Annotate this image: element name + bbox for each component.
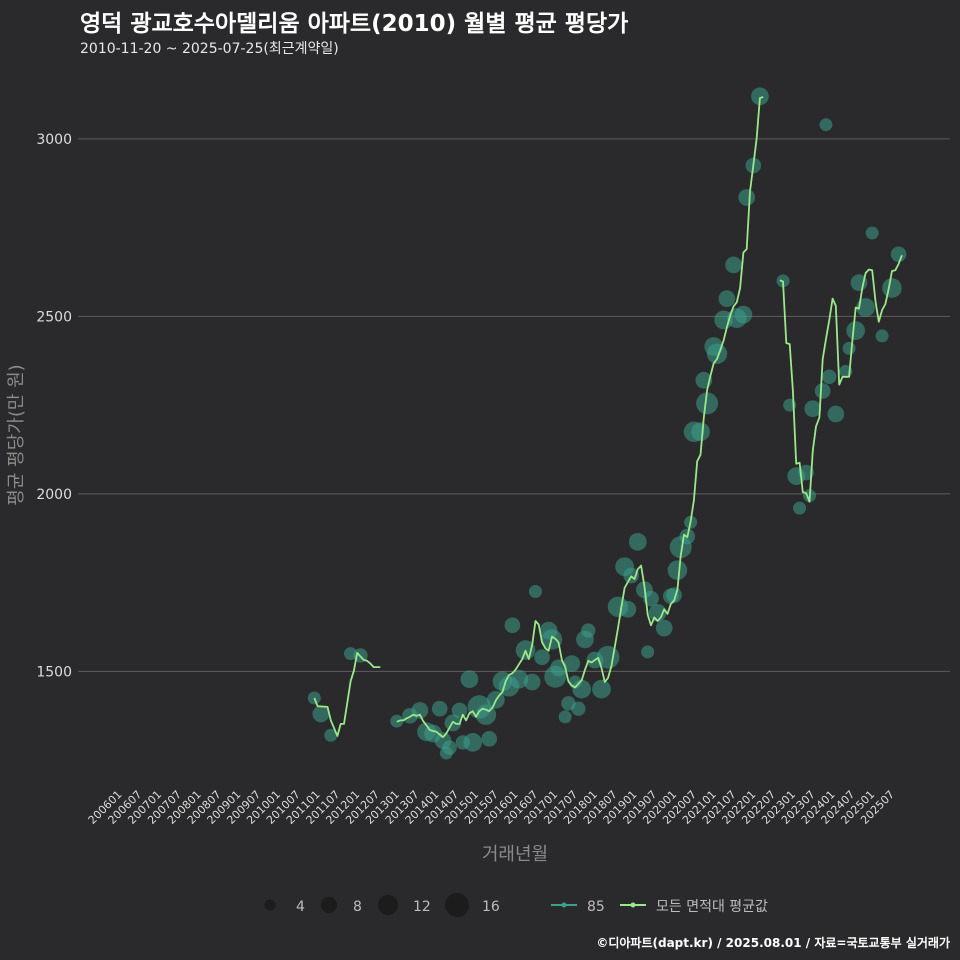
y-tick-2500: 2500 (36, 309, 72, 325)
legend-all-areas: 모든 면적대 평균값 (656, 899, 768, 915)
bubble-point-50 (628, 532, 647, 551)
bubble-point-40 (572, 679, 592, 699)
bubble-point-88 (842, 341, 856, 355)
bubble-point-95 (890, 246, 907, 263)
bubble-point-30 (534, 649, 550, 666)
bubble-point-85 (822, 369, 837, 384)
bubble-point-86 (827, 405, 845, 423)
bubble-point-94 (882, 278, 902, 298)
bubble-point-73 (738, 189, 756, 206)
bubble-point-35 (558, 710, 572, 724)
bubble-point-44 (592, 679, 611, 699)
series-line-segment-1 (396, 96, 764, 738)
bubble-point-42 (581, 623, 596, 638)
bubble-point-63 (691, 422, 710, 442)
bubble-point-93 (875, 329, 889, 343)
bubble-point-15 (451, 702, 468, 719)
x-tick-labels: 2006012006072007012007072008012008072009… (86, 788, 897, 827)
bubble-point-79 (793, 501, 807, 515)
bubble-point-28 (523, 673, 541, 691)
x-axis-title: 거래년월 (482, 844, 548, 865)
bubble-point-83 (814, 383, 831, 399)
bubble-series-85 (307, 87, 907, 760)
bubble-point-26 (509, 669, 529, 689)
bubble-point-37 (563, 655, 581, 672)
y-tick-1500: 1500 (36, 664, 72, 680)
bubble-point-92 (865, 226, 879, 240)
series-line-segment-2 (779, 254, 903, 503)
legend-size-8-icon (321, 897, 337, 913)
bubble-point-1 (312, 705, 330, 723)
bubble-point-54 (648, 603, 667, 622)
bubble-point-67 (706, 343, 728, 364)
bubble-point-29 (528, 585, 542, 599)
legend-size-12: 12 (413, 899, 431, 915)
legend-size-8: 8 (353, 899, 362, 915)
chart-title: 영덕 광교호수아델리움 아파트(2010) 월별 평균 평당가 (80, 11, 629, 37)
legend-85: 85 (587, 899, 605, 915)
bubble-point-65 (696, 392, 719, 415)
bubble-point-75 (751, 87, 769, 106)
series-line-segment-0 (313, 652, 381, 737)
bubble-point-72 (734, 305, 753, 324)
legend-size-16-icon (445, 893, 469, 917)
legend: 4 8 12 16 85 모든 면적대 평균값 (264, 893, 768, 917)
bubble-point-91 (856, 298, 875, 317)
legend-85-dot-icon (561, 902, 567, 908)
bubble-point-57 (666, 587, 682, 603)
bubble-point-13 (442, 740, 457, 755)
bubble-point-82 (804, 400, 822, 418)
legend-size-12-icon (378, 895, 398, 915)
bubble-point-18 (463, 733, 483, 752)
y-axis-title: 평균 평당가(만 원) (6, 364, 27, 505)
legend-size-16: 16 (482, 899, 500, 915)
bubble-point-10 (431, 700, 448, 717)
bubble-point-70 (725, 256, 742, 274)
bubble-point-21 (481, 731, 498, 747)
bubble-point-17 (460, 670, 479, 689)
bubble-point-55 (655, 619, 673, 637)
legend-size-4-icon (264, 899, 276, 911)
y-tick-labels: 1500 2000 2500 3000 (36, 132, 72, 681)
legend-all-dot-icon (630, 902, 636, 908)
bubble-point-52 (641, 645, 655, 659)
bubble-point-80 (798, 464, 814, 481)
y-tick-3000: 3000 (36, 132, 72, 148)
bubble-point-69 (718, 290, 736, 308)
bubble-point-39 (571, 701, 586, 716)
line-series-all (313, 96, 903, 738)
chart-subtitle: 2010-11-20 ~ 2025-07-25(최근계약일) (80, 41, 339, 57)
bubble-point-58 (667, 560, 688, 581)
bubble-point-2 (324, 728, 338, 742)
bubble-point-84 (819, 118, 833, 132)
bubble-point-89 (846, 321, 866, 340)
y-tick-2000: 2000 (36, 487, 72, 503)
source-credit: ©디아파트(dapt.kr) / 2025.08.01 / 자료=국토교통부 실… (596, 936, 950, 950)
bubble-point-25 (504, 617, 521, 634)
bubble-point-48 (619, 600, 637, 618)
legend-size-4: 4 (296, 899, 305, 915)
